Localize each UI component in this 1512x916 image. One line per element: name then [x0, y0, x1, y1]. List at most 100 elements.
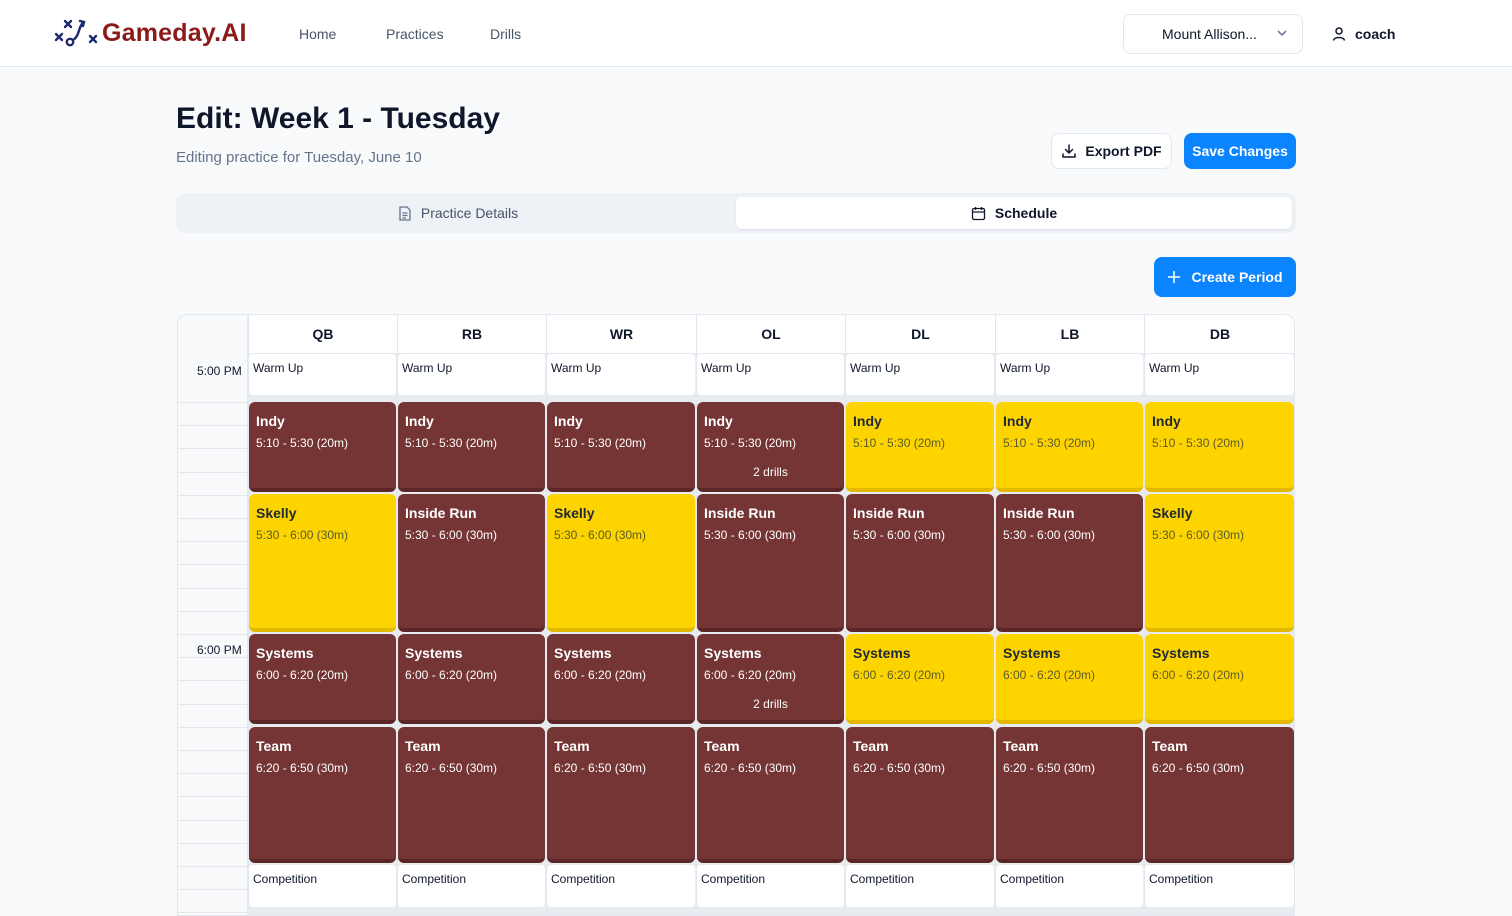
period-block[interactable]: Team 6:20 - 6:50 (30m): [249, 727, 396, 863]
app-name: Gameday.AI: [102, 18, 247, 47]
page-title: Edit: Week 1 - Tuesday: [176, 102, 500, 135]
period-block[interactable]: Team 6:20 - 6:50 (30m): [996, 727, 1143, 863]
period-time: 5:30 - 6:00 (30m): [1152, 528, 1245, 542]
period-time: 5:10 - 5:30 (20m): [704, 436, 797, 450]
period-block[interactable]: Systems 6:00 - 6:20 (20m): [1145, 634, 1294, 724]
period-time: 5:30 - 6:00 (30m): [1003, 528, 1096, 542]
period-block[interactable]: Warm Up: [697, 354, 844, 395]
period-title: Warm Up: [1149, 361, 1200, 375]
period-block[interactable]: Competition: [846, 865, 994, 907]
period-block[interactable]: Systems 6:00 - 6:20 (20m): [249, 634, 396, 724]
period-title: Team: [405, 738, 441, 754]
period-time: 6:20 - 6:50 (30m): [704, 761, 797, 775]
period-block[interactable]: Team 6:20 - 6:50 (30m): [398, 727, 545, 863]
user-menu[interactable]: coach: [1331, 26, 1395, 42]
period-title: Team: [853, 738, 889, 754]
period-time: 6:00 - 6:20 (20m): [704, 668, 797, 682]
period-title: Systems: [853, 645, 911, 661]
period-title: Systems: [704, 645, 762, 661]
gutter-gridline: [178, 541, 248, 542]
period-block[interactable]: Indy 5:10 - 5:30 (20m): [249, 402, 396, 492]
user-name: coach: [1355, 26, 1396, 42]
app-logo[interactable]: Gameday.AI: [54, 16, 247, 50]
period-title: Team: [554, 738, 590, 754]
period-title: Team: [1003, 738, 1039, 754]
period-block[interactable]: Indy 5:10 - 5:30 (20m): [846, 402, 994, 492]
period-title: Warm Up: [402, 361, 453, 375]
tab-bar: Practice Details Schedule: [176, 193, 1296, 233]
team-select[interactable]: Mount Allison...: [1123, 14, 1303, 54]
period-block[interactable]: Indy 5:10 - 5:30 (20m): [398, 402, 545, 492]
period-title: Indy: [853, 413, 882, 429]
period-time: 5:10 - 5:30 (20m): [1152, 436, 1245, 450]
gutter-gridline: [178, 425, 248, 426]
period-time: 5:30 - 6:00 (30m): [554, 528, 647, 542]
period-block[interactable]: Skelly 5:30 - 6:00 (30m): [249, 494, 396, 632]
period-block[interactable]: Team 6:20 - 6:50 (30m): [697, 727, 844, 863]
period-title: Systems: [554, 645, 612, 661]
page-subtitle: Editing practice for Tuesday, June 10: [176, 149, 422, 166]
period-block[interactable]: Skelly 5:30 - 6:00 (30m): [547, 494, 695, 632]
period-time: 6:00 - 6:20 (20m): [1152, 668, 1245, 682]
gutter-gridline: [178, 472, 248, 473]
gutter-gridline: [178, 680, 248, 681]
create-period-label: Create Period: [1191, 269, 1283, 285]
period-block[interactable]: Team 6:20 - 6:50 (30m): [1145, 727, 1294, 863]
schedule-grid: 5:00 PM 6:00 PM QB Warm Up Indy 5:10 - 5:30…: [177, 314, 1295, 916]
gutter-gridline: [178, 704, 248, 705]
period-block[interactable]: Team 6:20 - 6:50 (30m): [547, 727, 695, 863]
period-block[interactable]: Competition: [697, 865, 844, 907]
period-block[interactable]: Systems 6:00 - 6:20 (20m): [996, 634, 1143, 724]
period-time: 6:20 - 6:50 (30m): [1003, 761, 1096, 775]
period-time: 6:20 - 6:50 (30m): [853, 761, 946, 775]
period-block[interactable]: Indy 5:10 - 5:30 (20m) 2 drills: [697, 402, 844, 492]
period-block[interactable]: Inside Run 5:30 - 6:00 (30m): [398, 494, 545, 632]
period-block[interactable]: Competition: [398, 865, 545, 907]
period-block[interactable]: Warm Up: [996, 354, 1143, 395]
period-block[interactable]: Inside Run 5:30 - 6:00 (30m): [996, 494, 1143, 632]
save-changes-button[interactable]: Save Changes: [1184, 133, 1296, 169]
period-time: 5:30 - 6:00 (30m): [704, 528, 797, 542]
period-title: Systems: [256, 645, 314, 661]
gutter-gridline: [178, 634, 248, 635]
time-label: 5:00 PM: [197, 364, 242, 378]
period-block[interactable]: Inside Run 5:30 - 6:00 (30m): [697, 494, 844, 632]
nav-home[interactable]: Home: [299, 26, 337, 42]
gutter-gridline: [178, 796, 248, 797]
nav-drills[interactable]: Drills: [490, 26, 522, 42]
period-block[interactable]: Systems 6:00 - 6:20 (20m): [547, 634, 695, 724]
period-time: 5:10 - 5:30 (20m): [1003, 436, 1096, 450]
tab-schedule[interactable]: Schedule: [736, 197, 1292, 229]
period-title: Inside Run: [1003, 505, 1075, 521]
gutter-gridline: [178, 727, 248, 728]
period-block[interactable]: Warm Up: [249, 354, 396, 395]
period-block[interactable]: Indy 5:10 - 5:30 (20m): [547, 402, 695, 492]
period-title: Indy: [256, 413, 285, 429]
period-block[interactable]: Warm Up: [846, 354, 994, 395]
export-pdf-button[interactable]: Export PDF: [1051, 133, 1172, 169]
tab-practice-details-label: Practice Details: [420, 205, 519, 221]
nav-practices[interactable]: Practices: [386, 26, 444, 42]
period-block[interactable]: Skelly 5:30 - 6:00 (30m): [1145, 494, 1294, 632]
period-title: Competition: [253, 872, 318, 886]
period-title: Indy: [405, 413, 434, 429]
period-block[interactable]: Competition: [547, 865, 695, 907]
period-block[interactable]: Inside Run 5:30 - 6:00 (30m): [846, 494, 994, 632]
tab-practice-details[interactable]: Practice Details: [180, 197, 736, 229]
period-block[interactable]: Warm Up: [547, 354, 695, 395]
period-block[interactable]: Systems 6:00 - 6:20 (20m): [398, 634, 545, 724]
period-block[interactable]: Warm Up: [1145, 354, 1294, 395]
period-block[interactable]: Warm Up: [398, 354, 545, 395]
period-block[interactable]: Competition: [249, 865, 396, 907]
period-block[interactable]: Team 6:20 - 6:50 (30m): [846, 727, 994, 863]
period-time: 5:30 - 6:00 (30m): [853, 528, 946, 542]
period-block[interactable]: Systems 6:00 - 6:20 (20m): [846, 634, 994, 724]
period-time: 5:30 - 6:00 (30m): [405, 528, 498, 542]
period-block[interactable]: Indy 5:10 - 5:30 (20m): [1145, 402, 1294, 492]
create-period-button[interactable]: Create Period: [1154, 257, 1296, 297]
period-block[interactable]: Competition: [996, 865, 1143, 907]
period-title: Competition: [850, 872, 915, 886]
period-block[interactable]: Competition: [1145, 865, 1294, 907]
period-block[interactable]: Systems 6:00 - 6:20 (20m) 2 drills: [697, 634, 844, 724]
period-block[interactable]: Indy 5:10 - 5:30 (20m): [996, 402, 1143, 492]
